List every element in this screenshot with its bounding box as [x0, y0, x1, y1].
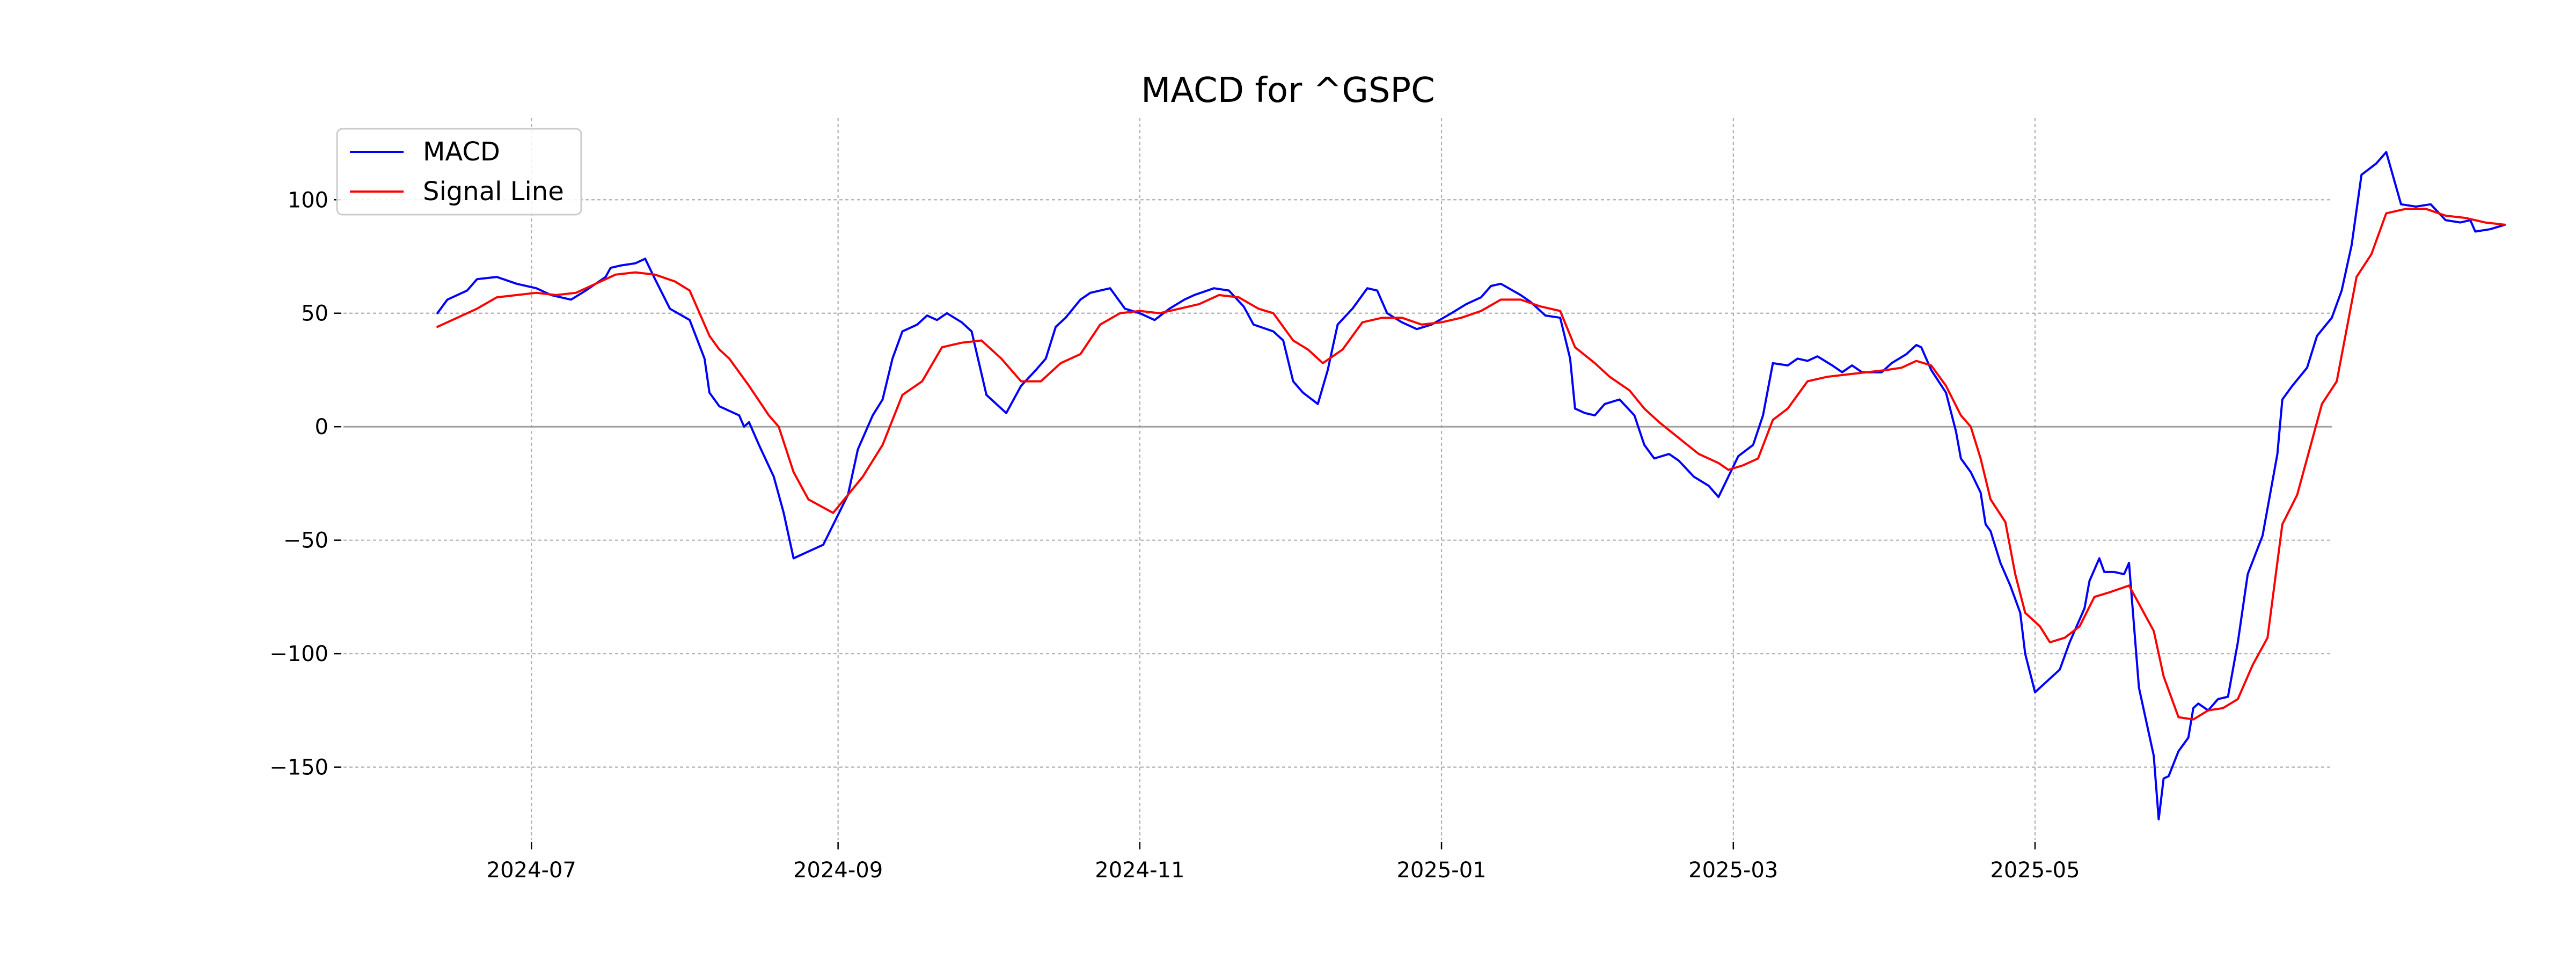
legend: MACD Signal Line [336, 128, 582, 216]
x-tick-label: 2024-11 [1095, 858, 1184, 883]
x-tick-label: 2025-01 [1396, 858, 1486, 883]
legend-label-signal: Signal Line [423, 177, 564, 207]
grid-layer [343, 118, 2332, 840]
y-tick-label: −50 [283, 529, 328, 553]
x-tick-label: 2025-03 [1688, 858, 1778, 883]
legend-label-macd: MACD [423, 137, 500, 167]
y-tick-label: 0 [315, 415, 328, 439]
y-tick-label: 100 [288, 188, 328, 212]
chart-title: MACD for ^GSPC [1141, 71, 1435, 111]
x-tick-label: 2024-07 [487, 858, 576, 883]
axis-layer: 100 50 0 −50 −100 −150 2024-07 2024-09 2024-11 20… [269, 188, 2080, 883]
legend-box [336, 128, 582, 216]
x-tick-label: 2024-09 [793, 858, 883, 883]
y-tick-label: −100 [269, 642, 328, 666]
y-tick-label: 50 [301, 302, 328, 326]
y-tick-label: −150 [269, 756, 328, 780]
x-tick-label: 2025-05 [1990, 858, 2080, 883]
macd-line [436, 151, 2506, 820]
series-layer [436, 151, 2506, 820]
signal-line [436, 208, 2506, 721]
